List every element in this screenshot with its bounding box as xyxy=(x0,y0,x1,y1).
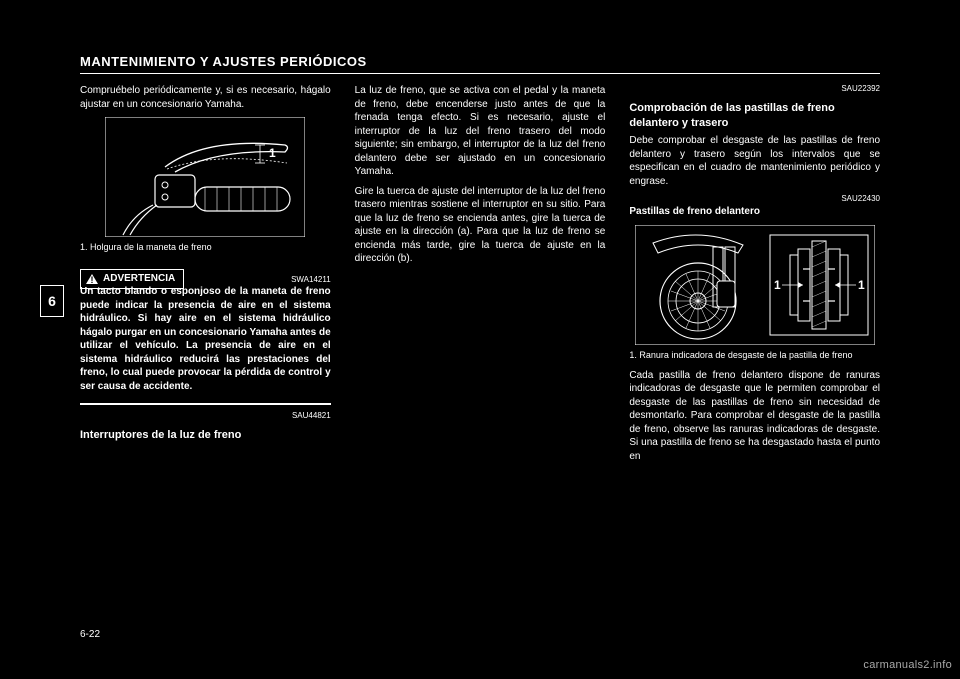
chapter-tab: 6 xyxy=(40,285,64,317)
page-footer: 6-22 xyxy=(80,629,100,640)
col3-para2: Cada pastilla de freno delantero dispone… xyxy=(629,369,880,464)
warning-text: ADVERTENCIA xyxy=(103,272,175,286)
page-number: 6-22 xyxy=(80,629,100,640)
intro-text: Compruébelo periódicamente y, si es nece… xyxy=(80,84,331,111)
col3-sub-title: Pastillas de freno delantero xyxy=(629,205,880,219)
col2-para1: La luz de freno, que se activa con el pe… xyxy=(355,84,606,179)
figure-caption: 1. Holgura de la maneta de freno xyxy=(80,241,212,253)
section-title-brake-light: Interruptores de la luz de freno xyxy=(80,428,331,443)
chapter-number: 6 xyxy=(48,293,56,309)
col3-para1: Debe comprobar el desgaste de las pastil… xyxy=(629,134,880,188)
col3-section-code: SAU22392 xyxy=(629,84,880,95)
brake-pad-illustration: 1 1 xyxy=(635,225,875,345)
column-3: SAU22392 Comprobación de las pastillas d… xyxy=(629,84,880,612)
column-2: La luz de freno, que se activa con el pe… xyxy=(355,84,606,612)
section-divider xyxy=(80,403,331,405)
figure-brake-lever: 1 1. Holgura de la maneta de freno xyxy=(80,117,331,253)
section-code: SAU44821 xyxy=(80,411,331,422)
svg-text:!: ! xyxy=(91,275,94,285)
col3-sub-code: SAU22430 xyxy=(629,194,880,205)
svg-text:1: 1 xyxy=(774,278,781,292)
figure-label-1: 1 xyxy=(269,146,276,160)
col2-para2: Gire la tuerca de ajuste del interruptor… xyxy=(355,185,606,266)
figure-pad-caption: 1. Ranura indicadora de desgaste de la p… xyxy=(629,349,852,361)
col3-section-title: Comprobación de las pastillas de freno d… xyxy=(629,101,880,131)
warning-body: Un tacto blando o esponjoso de la maneta… xyxy=(80,285,331,393)
watermark: carmanuals2.info xyxy=(863,659,952,671)
brake-lever-illustration: 1 xyxy=(105,117,305,237)
column-1: Compruébelo periódicamente y, si es nece… xyxy=(80,84,331,612)
figure-brake-pads: 1 1 1. Ranura indicadora de desgaste de … xyxy=(629,225,880,361)
svg-text:1: 1 xyxy=(858,278,865,292)
manual-page: MANTENIMIENTO Y AJUSTES PERIÓDICOS 6 Com… xyxy=(80,40,880,640)
content-columns: Compruébelo periódicamente y, si es nece… xyxy=(80,84,880,612)
page-header: MANTENIMIENTO Y AJUSTES PERIÓDICOS xyxy=(80,40,880,74)
warning-triangle-icon: ! xyxy=(85,273,99,285)
header-title: MANTENIMIENTO Y AJUSTES PERIÓDICOS xyxy=(80,54,367,69)
